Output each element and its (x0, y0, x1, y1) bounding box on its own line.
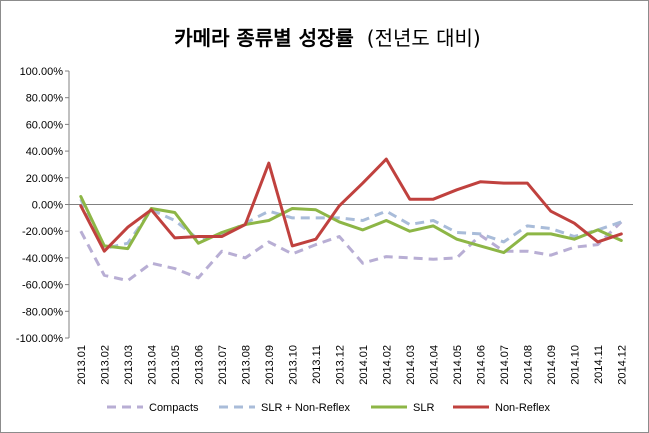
series-line-0 (79, 220, 623, 283)
x-tick-label: 2014.12 (616, 345, 628, 385)
y-axis-ticks: -100.00% -80.00% -60.00% -40.00% -20.00% 0.00… (16, 66, 69, 345)
legend-label-2: SLR (413, 402, 434, 414)
x-tick-label: 2014.08 (522, 345, 534, 385)
legend-label-3: Non-Reflex (495, 402, 551, 414)
x-tick-label: 2014.06 (475, 345, 487, 385)
svg-text:카메라 종류별 성장률 (전년도 대비): 카메라 종류별 성장률 (전년도 대비) (174, 26, 480, 50)
x-tick-label: 2013.02 (99, 345, 111, 385)
y-tick-label: -40.00% (22, 253, 63, 265)
y-tick-label: 20.00% (26, 173, 64, 185)
y-tick-label: -80.00% (22, 306, 63, 318)
x-tick-label: 2014.01 (358, 345, 370, 385)
x-tick-label: 2013.09 (264, 345, 276, 385)
series-line-3 (79, 157, 623, 253)
x-tick-label: 2014.03 (405, 345, 417, 385)
series-line-1 (79, 198, 622, 251)
x-tick-label: 2013.07 (217, 345, 229, 385)
y-tick-label: 40.00% (26, 146, 64, 158)
chart-subtitle: (전년도 대비) (367, 26, 481, 50)
x-tick-label: 2014.05 (452, 345, 464, 385)
x-tick-label: 2013.06 (193, 345, 205, 385)
x-tick-label: 2013.04 (146, 345, 158, 385)
series-layer (79, 157, 623, 283)
axes (68, 71, 633, 338)
x-tick-label: 2014.10 (569, 345, 581, 385)
chart-title-group: 카메라 종류별 성장률 (전년도 대비) (174, 26, 480, 50)
x-tick-label: 2013.12 (334, 345, 346, 385)
legend: Compacts SLR + Non-Reflex SLR Non-Reflex (107, 402, 551, 414)
x-axis-ticks: 2013.01 2013.02 2013.03 2013.04 2013.05 2013.… (76, 345, 629, 385)
series-line-2 (79, 195, 623, 255)
x-tick-label: 2013.03 (123, 345, 135, 385)
y-tick-label: -100.00% (16, 333, 63, 345)
chart-title: 카메라 종류별 성장률 (174, 26, 354, 50)
x-tick-label: 2014.07 (499, 345, 511, 385)
y-tick-label: 60.00% (26, 119, 64, 131)
legend-label-0: Compacts (149, 402, 199, 414)
y-tick-label: 0.00% (32, 200, 63, 212)
x-tick-label: 2013.11 (311, 345, 323, 384)
x-tick-label: 2013.10 (287, 345, 299, 385)
y-tick-label: 80.00% (26, 93, 64, 105)
legend-label-1: SLR + Non-Reflex (261, 402, 350, 414)
x-tick-label: 2013.01 (76, 345, 88, 385)
x-tick-label: 2014.11 (593, 345, 605, 384)
y-tick-label: -60.00% (22, 280, 63, 292)
x-tick-label: 2014.04 (428, 345, 440, 385)
y-tick-label: 100.00% (20, 66, 64, 78)
y-tick-label: -20.00% (22, 226, 63, 238)
x-tick-label: 2013.08 (240, 345, 252, 385)
x-tick-label: 2014.09 (546, 345, 558, 385)
x-tick-label: 2014.02 (381, 345, 393, 385)
x-tick-label: 2013.05 (170, 345, 182, 385)
